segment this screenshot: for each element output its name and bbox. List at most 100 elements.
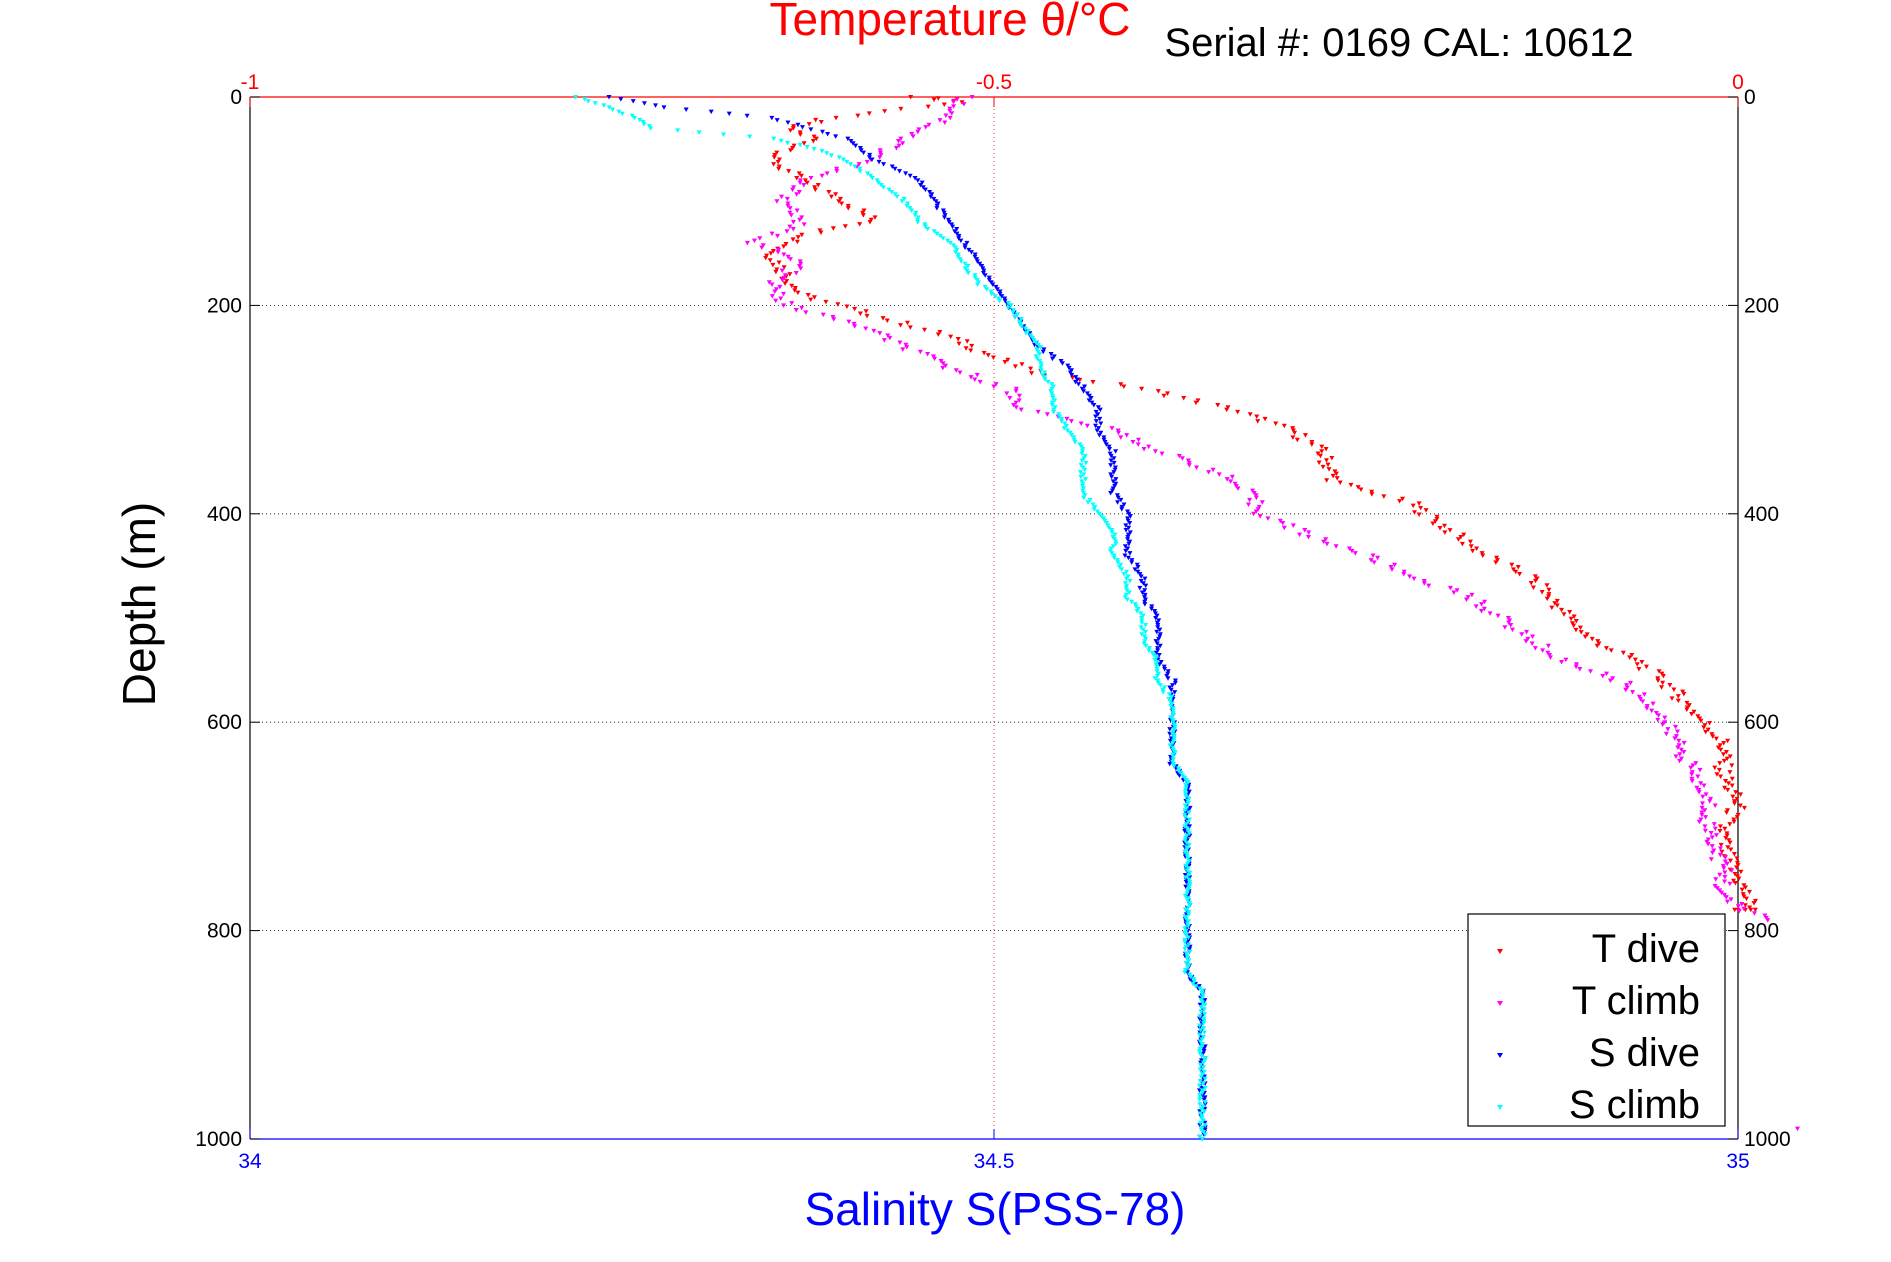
t-climb-point (968, 375, 974, 380)
t-dive-point (810, 138, 816, 144)
s-climb-point (1183, 944, 1189, 950)
s-dive-point (1125, 516, 1131, 521)
s-climb-point (1061, 426, 1067, 431)
t-dive-point (1323, 446, 1329, 452)
s-climb-point (1010, 310, 1016, 315)
t-dive-point (1510, 567, 1516, 572)
s-climb-point (1168, 703, 1174, 709)
t-dive-point (1195, 398, 1201, 403)
s-climb-point (1197, 1093, 1203, 1098)
t-dive-point (867, 220, 873, 225)
t-dive-point (1567, 610, 1573, 615)
t-dive-point (1544, 596, 1550, 602)
t-climb-point (1722, 875, 1728, 880)
s-climb-point (1185, 898, 1191, 903)
y-tick-label-right: 800 (1744, 920, 1779, 943)
s-climb-point (1170, 706, 1176, 711)
t-climb-point (877, 155, 883, 160)
s-climb-point (1199, 1037, 1205, 1042)
t-climb-point (1228, 479, 1234, 484)
t-dive-point (866, 111, 872, 116)
t-dive-point (1659, 685, 1665, 690)
s-climb-point (1080, 486, 1086, 491)
t-dive-point (1467, 539, 1473, 545)
t-dive-point (1509, 562, 1515, 568)
t-dive-point (1262, 416, 1268, 422)
t-climb-point (1324, 541, 1330, 547)
t-dive-point (855, 113, 861, 119)
s-climb-point (804, 145, 810, 150)
s-dive-point (1152, 611, 1158, 616)
s-dive-point (1095, 412, 1101, 417)
t-dive-point (1355, 485, 1361, 490)
s-dive-point (979, 264, 985, 269)
t-climb-point (1370, 553, 1376, 558)
t-dive-point (767, 258, 773, 263)
s-dive-point (1126, 511, 1132, 517)
s-dive-point (928, 194, 934, 200)
s-climb-point (1202, 1123, 1208, 1128)
s-dive-point (1172, 678, 1178, 684)
s-dive-point (1126, 541, 1132, 547)
t-dive-point (839, 201, 845, 207)
t-climb-point (1689, 772, 1695, 777)
t-dive-point (1461, 532, 1467, 538)
s-dive-point (1167, 727, 1173, 732)
s-climb-point (931, 229, 937, 234)
t-climb-point (863, 326, 869, 332)
t-dive-point (1639, 659, 1645, 665)
t-dive-point (1725, 808, 1731, 813)
t-dive-point (1595, 639, 1601, 644)
t-dive-point (1643, 664, 1649, 670)
s-climb-point (1056, 412, 1062, 417)
t-climb-point (1644, 703, 1650, 709)
s-climb-point (1198, 1039, 1204, 1045)
legend-label: T climb (1572, 979, 1700, 1023)
t-dive-point (1729, 776, 1735, 782)
s-climb-point (1202, 1055, 1208, 1061)
t-climb-point (1013, 400, 1019, 406)
s-climb-point (1185, 905, 1191, 910)
s-climb-point (868, 173, 874, 179)
s-dive-point (1109, 488, 1115, 494)
t-climb-point (1795, 1126, 1801, 1132)
t-climb-point (1653, 710, 1659, 716)
s-dive-point (1118, 497, 1124, 503)
t-climb-point (1729, 868, 1735, 873)
s-dive-point (618, 97, 624, 102)
s-climb-point (1143, 643, 1149, 649)
t-climb-point (1640, 699, 1646, 704)
t-dive-point (818, 230, 824, 235)
t-climb-point (898, 136, 904, 142)
s-climb-point (1113, 541, 1119, 547)
s-climb-point (1115, 560, 1121, 565)
s-climb-point (1132, 602, 1138, 607)
s-dive-point (1108, 458, 1114, 464)
t-dive-point (1724, 810, 1730, 816)
t-climb-point (769, 231, 775, 237)
t-dive-point (1333, 471, 1339, 477)
s-climb-point (1185, 819, 1191, 825)
t-climb-point (1118, 435, 1124, 440)
t-dive-point (937, 330, 943, 335)
t-climb-point (1719, 890, 1725, 896)
s-dive-point (858, 148, 864, 153)
t-dive-point (1723, 778, 1729, 784)
s-climb-point (1082, 467, 1088, 473)
t-dive-point (1577, 625, 1583, 631)
t-climb-point (779, 194, 785, 200)
s-climb-point (1202, 1058, 1208, 1063)
s-dive-point (949, 222, 955, 227)
t-climb-point (1722, 879, 1728, 884)
t-dive-point (1720, 752, 1726, 757)
t-climb-point (977, 379, 983, 385)
s-climb-point (1155, 680, 1161, 686)
t-dive-point (1530, 585, 1536, 590)
t-climb-point (1662, 715, 1668, 721)
t-climb-point (923, 125, 929, 130)
s-dive-point (1093, 419, 1099, 424)
s-climb-point (1081, 456, 1087, 461)
s-climb-point (1081, 490, 1087, 496)
t-climb-point (991, 384, 997, 389)
t-climb-point (1352, 551, 1358, 556)
